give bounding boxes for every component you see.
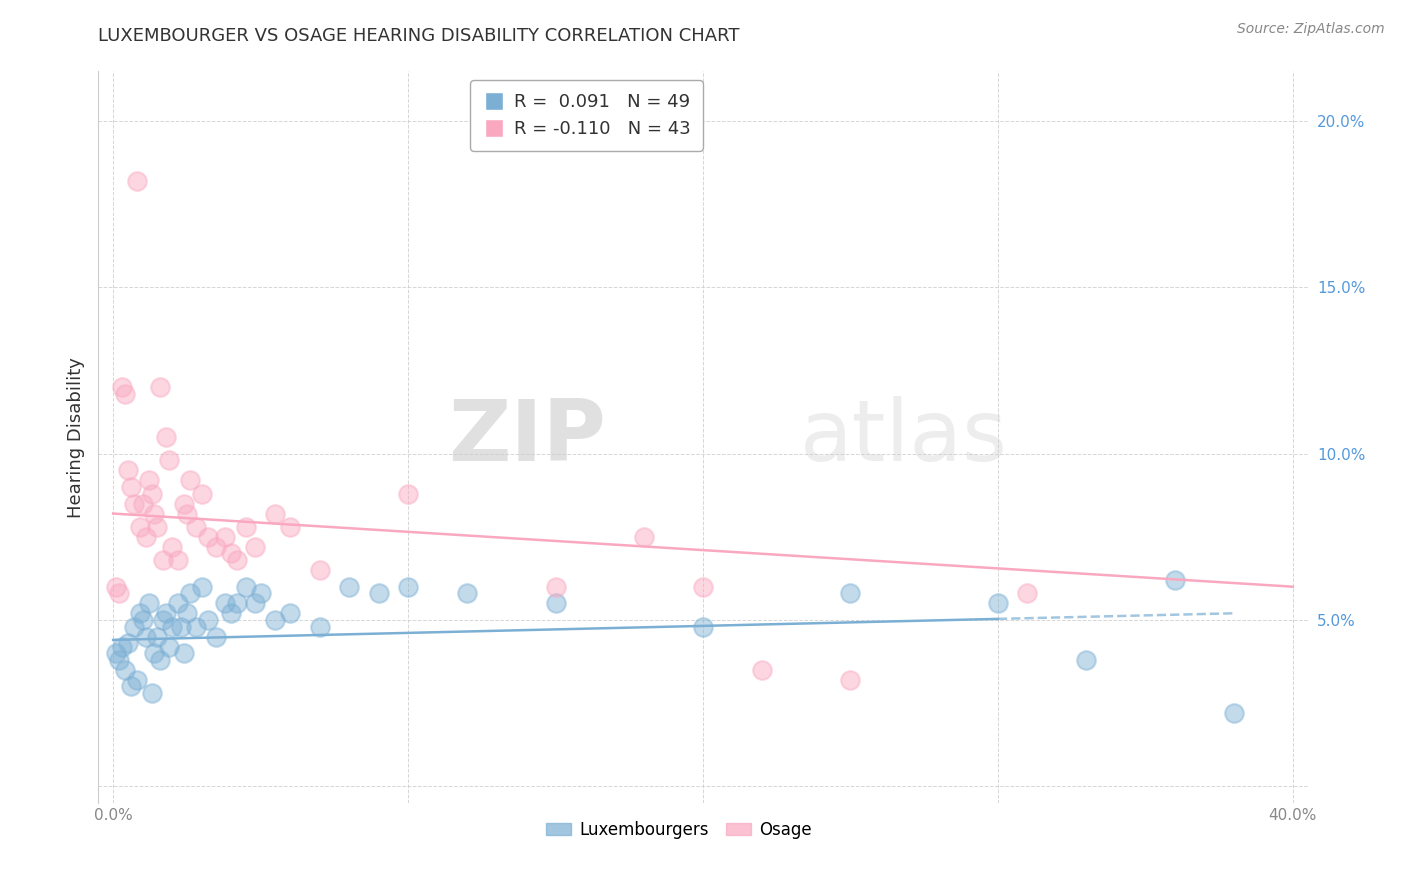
Point <box>176 607 198 621</box>
Point <box>157 640 180 654</box>
Point <box>173 497 195 511</box>
Point <box>308 619 330 633</box>
Y-axis label: Hearing Disability: Hearing Disability <box>66 357 84 517</box>
Point <box>214 530 236 544</box>
Point <box>160 540 183 554</box>
Point <box>155 607 177 621</box>
Point <box>839 673 862 687</box>
Point <box>308 563 330 577</box>
Point <box>219 607 242 621</box>
Point <box>456 586 478 600</box>
Point <box>264 507 287 521</box>
Point <box>190 486 212 500</box>
Point <box>278 520 301 534</box>
Text: LUXEMBOURGER VS OSAGE HEARING DISABILITY CORRELATION CHART: LUXEMBOURGER VS OSAGE HEARING DISABILITY… <box>98 27 740 45</box>
Point <box>214 596 236 610</box>
Point <box>157 453 180 467</box>
Point <box>105 580 128 594</box>
Point <box>987 596 1010 610</box>
Point <box>692 580 714 594</box>
Point <box>243 596 266 610</box>
Point <box>205 540 228 554</box>
Point <box>226 553 249 567</box>
Text: ZIP: ZIP <box>449 395 606 479</box>
Point <box>131 613 153 627</box>
Point <box>141 486 163 500</box>
Point <box>1017 586 1039 600</box>
Point <box>128 607 150 621</box>
Point <box>125 174 148 188</box>
Point <box>146 630 169 644</box>
Text: Source: ZipAtlas.com: Source: ZipAtlas.com <box>1237 22 1385 37</box>
Point <box>243 540 266 554</box>
Point <box>155 430 177 444</box>
Point <box>184 520 207 534</box>
Point <box>264 613 287 627</box>
Point <box>138 473 160 487</box>
Text: atlas: atlas <box>800 395 1008 479</box>
Point <box>278 607 301 621</box>
Point <box>173 646 195 660</box>
Point <box>176 507 198 521</box>
Point <box>1076 653 1098 667</box>
Point <box>160 619 183 633</box>
Point <box>179 586 201 600</box>
Point <box>219 546 242 560</box>
Point <box>190 580 212 594</box>
Point <box>633 530 655 544</box>
Point <box>249 586 271 600</box>
Point <box>141 686 163 700</box>
Point <box>152 553 174 567</box>
Legend: Luxembourgers, Osage: Luxembourgers, Osage <box>540 814 818 846</box>
Point <box>120 480 142 494</box>
Point <box>143 507 166 521</box>
Point <box>138 596 160 610</box>
Point <box>152 613 174 627</box>
Point <box>751 663 773 677</box>
Point <box>105 646 128 660</box>
Point <box>135 630 157 644</box>
Point <box>197 613 219 627</box>
Point <box>692 619 714 633</box>
Point <box>128 520 150 534</box>
Point <box>235 520 257 534</box>
Point <box>149 653 172 667</box>
Point <box>367 586 389 600</box>
Point <box>114 663 136 677</box>
Point <box>143 646 166 660</box>
Point <box>544 596 567 610</box>
Point <box>146 520 169 534</box>
Point <box>149 380 172 394</box>
Point <box>108 586 131 600</box>
Point <box>111 640 134 654</box>
Point <box>396 580 419 594</box>
Point <box>135 530 157 544</box>
Point <box>117 463 139 477</box>
Point <box>167 553 190 567</box>
Point <box>114 387 136 401</box>
Point <box>117 636 139 650</box>
Point <box>226 596 249 610</box>
Point <box>1164 573 1187 587</box>
Point <box>131 497 153 511</box>
Point <box>125 673 148 687</box>
Point <box>167 596 190 610</box>
Point <box>179 473 201 487</box>
Point <box>839 586 862 600</box>
Point <box>235 580 257 594</box>
Point <box>108 653 131 667</box>
Point <box>122 619 145 633</box>
Point <box>184 619 207 633</box>
Point <box>170 619 193 633</box>
Point <box>122 497 145 511</box>
Point <box>111 380 134 394</box>
Point <box>396 486 419 500</box>
Point <box>1223 706 1246 720</box>
Point <box>120 680 142 694</box>
Point <box>205 630 228 644</box>
Point <box>337 580 360 594</box>
Point <box>197 530 219 544</box>
Point <box>544 580 567 594</box>
